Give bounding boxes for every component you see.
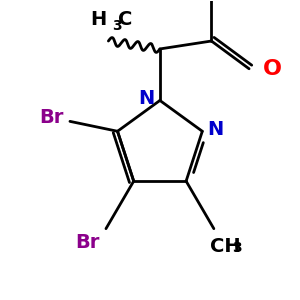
Text: CH: CH — [210, 237, 241, 256]
Text: N: N — [207, 120, 224, 139]
Text: N: N — [139, 89, 155, 108]
Text: N: N — [0, 299, 1, 300]
Text: C: C — [118, 10, 133, 29]
Text: Br: Br — [76, 232, 100, 252]
Text: 3: 3 — [112, 19, 122, 33]
Text: H: H — [90, 10, 106, 29]
Text: 3: 3 — [0, 299, 1, 300]
Text: H: H — [0, 299, 1, 300]
Text: O: O — [263, 59, 282, 79]
Text: C: C — [0, 299, 1, 300]
Text: Br: Br — [40, 108, 64, 127]
Text: 3: 3 — [232, 241, 241, 255]
Text: 3: 3 — [0, 299, 1, 300]
Text: CH: CH — [0, 299, 1, 300]
